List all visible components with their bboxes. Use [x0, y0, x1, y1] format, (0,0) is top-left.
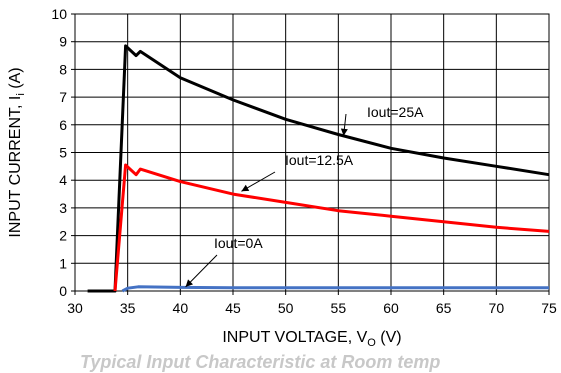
annotation-arrow [185, 254, 218, 288]
annotation-label: Iout=12.5A [285, 152, 354, 168]
y-tick-label: 5 [59, 145, 67, 161]
annotation-label: Iout=25A [367, 104, 424, 120]
x-tick-label: 45 [225, 300, 241, 316]
annotation-layer: Iout=25A Iout=12.5A Iout=0A [185, 104, 424, 288]
y-tick-label: 2 [59, 228, 67, 244]
x-tick-label: 30 [67, 300, 83, 316]
y-tick-label: 10 [51, 6, 67, 22]
y-tick-label: 3 [59, 200, 67, 216]
x-axis-title: INPUT VOLTAGE, VO (V) [222, 329, 401, 349]
x-tick-label: 50 [278, 300, 294, 316]
y-axis-ticks: 0 1 2 3 4 5 6 7 8 9 10 [51, 6, 75, 299]
annotation-arrowhead [185, 279, 194, 287]
series-line-iout-25a [87, 44, 550, 293]
x-tick-label: 55 [331, 300, 347, 316]
y-tick-label: 6 [59, 117, 67, 133]
x-tick-label: 75 [541, 300, 557, 316]
y-axis-title: INPUT CURRENT, Ii (A) [7, 67, 27, 237]
x-tick-label: 35 [120, 300, 136, 316]
series-layer [87, 44, 550, 293]
y-tick-label: 7 [59, 89, 67, 105]
x-tick-label: 60 [383, 300, 399, 316]
y-tick-label: 9 [59, 34, 67, 50]
footer-caption: Typical Input Characteristic at Room tem… [80, 352, 441, 372]
y-tick-label: 0 [59, 283, 67, 299]
chart-grid [75, 14, 549, 291]
x-tick-label: 40 [173, 300, 189, 316]
y-tick-label: 8 [59, 61, 67, 77]
x-axis-ticks: 30 35 40 45 50 55 60 65 70 75 [67, 291, 557, 316]
annotation-label: Iout=0A [214, 235, 263, 251]
y-tick-label: 1 [59, 255, 67, 271]
annotation-arrowhead [241, 184, 250, 192]
x-tick-label: 70 [489, 300, 505, 316]
annotation-arrowhead [340, 128, 348, 136]
y-tick-label: 4 [59, 172, 67, 188]
x-tick-label: 65 [436, 300, 452, 316]
series-line-iout-12-5a [113, 163, 550, 292]
series-line-iout-0a [121, 285, 549, 293]
